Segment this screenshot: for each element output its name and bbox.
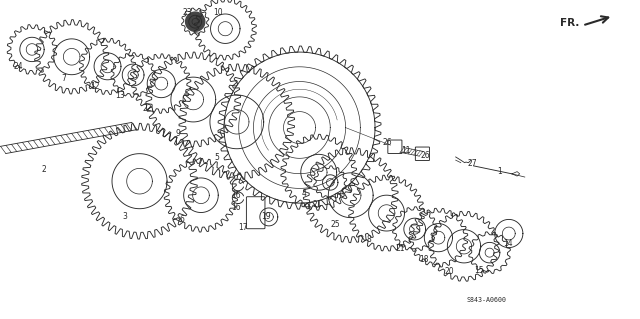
Text: 19: 19	[260, 212, 271, 221]
Text: 3: 3	[122, 212, 127, 221]
Text: 8: 8	[366, 235, 371, 244]
Text: 21: 21	[396, 244, 405, 253]
Text: 21: 21	[312, 200, 321, 209]
Text: 15: 15	[474, 266, 484, 275]
Text: S843-A0600: S843-A0600	[467, 297, 506, 303]
Text: 10: 10	[212, 8, 223, 17]
Text: 27: 27	[467, 159, 477, 168]
Text: 23: 23	[182, 8, 193, 17]
Text: 13: 13	[115, 91, 125, 100]
Text: 5: 5	[214, 153, 219, 162]
Text: FR.: FR.	[560, 18, 579, 28]
Text: 26: 26	[382, 138, 392, 147]
Text: 2: 2	[41, 165, 46, 174]
Text: 16: 16	[230, 204, 241, 212]
Text: 14: 14	[503, 239, 513, 248]
Text: 18: 18	[419, 255, 428, 263]
Polygon shape	[186, 12, 205, 31]
Text: 24: 24	[13, 63, 23, 71]
Text: 17: 17	[238, 223, 248, 232]
Text: 12: 12	[90, 82, 99, 91]
Text: 16: 16	[230, 191, 241, 200]
Text: 22: 22	[143, 104, 152, 113]
Text: 7: 7	[61, 74, 67, 83]
Text: 4: 4	[301, 189, 307, 198]
Text: 6: 6	[180, 215, 185, 224]
Text: 9: 9	[175, 130, 180, 138]
Text: 20: 20	[444, 267, 454, 276]
Text: 25: 25	[330, 220, 340, 229]
Text: 26: 26	[420, 151, 431, 160]
Text: 11: 11	[402, 146, 411, 155]
Text: 1: 1	[497, 167, 502, 176]
